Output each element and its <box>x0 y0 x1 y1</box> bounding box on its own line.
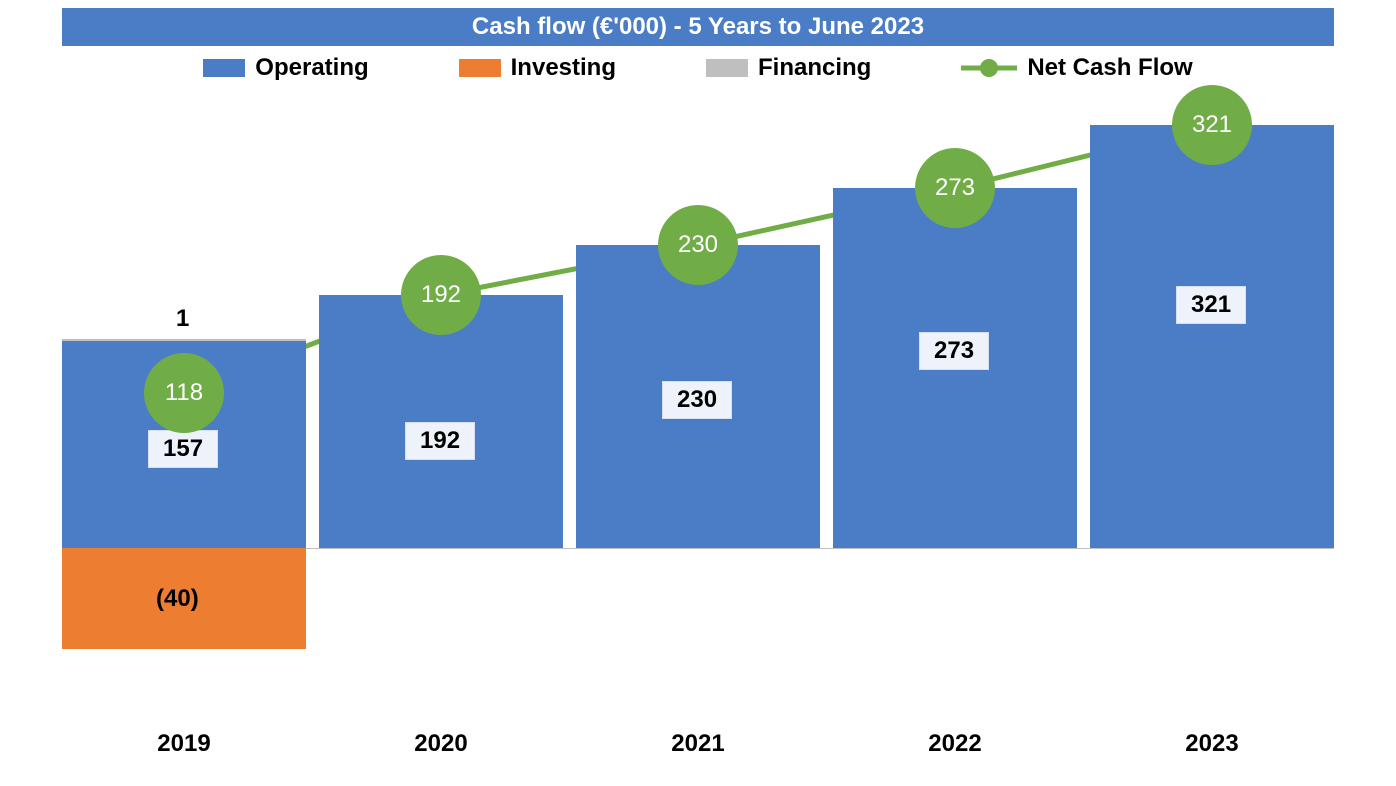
x-axis-label: 2022 <box>833 730 1077 758</box>
legend: Operating Investing Financing Net Cash F… <box>0 54 1396 82</box>
label-operating: 321 <box>1176 286 1246 324</box>
legend-label-investing: Investing <box>511 54 616 82</box>
net-marker: 192 <box>401 255 481 335</box>
bar-operating <box>1090 125 1334 548</box>
chart-title: Cash flow (€'000) - 5 Years to June 2023 <box>62 8 1334 46</box>
label-operating: 273 <box>919 332 989 370</box>
bar-financing <box>62 339 306 341</box>
legend-label-operating: Operating <box>255 54 368 82</box>
x-axis-label: 2023 <box>1090 730 1334 758</box>
legend-item-operating: Operating <box>203 54 368 82</box>
x-axis-label: 2020 <box>319 730 563 758</box>
legend-label-net: Net Cash Flow <box>1027 54 1192 82</box>
label-operating: 157 <box>148 430 218 468</box>
legend-item-net: Net Cash Flow <box>961 54 1192 82</box>
net-marker: 321 <box>1172 85 1252 165</box>
legend-swatch-financing <box>706 59 748 77</box>
legend-swatch-investing <box>459 59 501 77</box>
net-marker: 118 <box>144 353 224 433</box>
net-marker: 230 <box>658 205 738 285</box>
plot-area: 1(40)15720191922020230202127320223212023… <box>62 100 1334 700</box>
label-financing: 1 <box>176 305 189 333</box>
label-operating: 192 <box>405 422 475 460</box>
legend-swatch-operating <box>203 59 245 77</box>
x-axis-label: 2021 <box>576 730 820 758</box>
x-axis-label: 2019 <box>62 730 306 758</box>
net-marker: 273 <box>915 148 995 228</box>
legend-item-investing: Investing <box>459 54 616 82</box>
legend-label-financing: Financing <box>758 54 871 82</box>
legend-item-financing: Financing <box>706 54 871 82</box>
legend-marker-net <box>961 56 1017 80</box>
label-investing: (40) <box>156 585 199 613</box>
label-operating: 230 <box>662 381 732 419</box>
